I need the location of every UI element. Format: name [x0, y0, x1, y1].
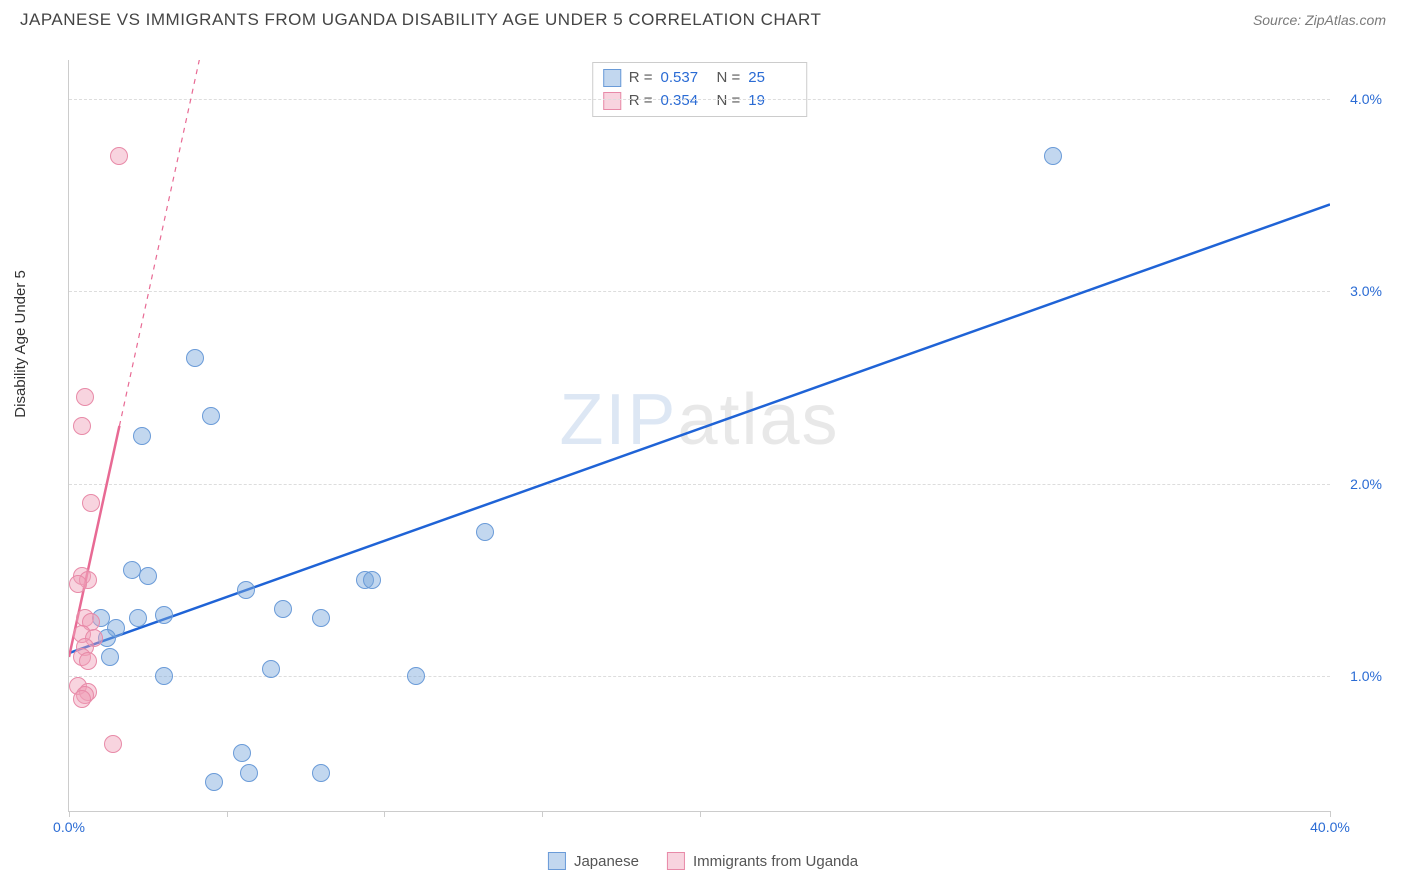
data-point: [476, 523, 494, 541]
correlation-legend: R = 0.537 N = 25 R = 0.354 N = 19: [592, 62, 808, 117]
data-point: [155, 667, 173, 685]
x-tick-mark: [384, 811, 385, 817]
legend-swatch: [548, 852, 566, 870]
gridline: [69, 676, 1330, 677]
n-label: N =: [717, 67, 741, 90]
trend-line-extension: [119, 60, 232, 426]
data-point: [82, 494, 100, 512]
x-tick-label: 40.0%: [1310, 819, 1350, 835]
y-tick-label: 2.0%: [1350, 476, 1382, 492]
data-point: [240, 764, 258, 782]
watermark-zip: ZIP: [559, 380, 677, 460]
legend-label: Japanese: [574, 853, 639, 870]
chart-area: Disability Age Under 5 ZIPatlas R = 0.53…: [20, 42, 1386, 882]
data-point: [407, 667, 425, 685]
legend-swatch: [667, 852, 685, 870]
chart-title: JAPANESE VS IMMIGRANTS FROM UGANDA DISAB…: [20, 10, 821, 30]
data-point: [104, 735, 122, 753]
gridline: [69, 291, 1330, 292]
data-point: [312, 764, 330, 782]
data-point: [186, 349, 204, 367]
x-tick-mark: [69, 811, 70, 817]
trend-overlay: [69, 60, 1330, 811]
x-tick-label: 0.0%: [53, 819, 85, 835]
plot-region: ZIPatlas R = 0.537 N = 25 R = 0.354 N = …: [68, 60, 1330, 812]
data-point: [155, 606, 173, 624]
series-legend: Japanese Immigrants from Uganda: [548, 852, 858, 870]
gridline: [69, 484, 1330, 485]
r-label: R =: [629, 67, 653, 90]
n-value: 19: [748, 90, 796, 113]
data-point: [76, 388, 94, 406]
r-value: 0.537: [661, 67, 709, 90]
gridline: [69, 99, 1330, 100]
r-value: 0.354: [661, 90, 709, 113]
legend-item: Japanese: [548, 852, 639, 870]
data-point: [139, 567, 157, 585]
data-point: [110, 147, 128, 165]
data-point: [363, 571, 381, 589]
correlation-row: R = 0.537 N = 25: [603, 67, 797, 90]
correlation-row: R = 0.354 N = 19: [603, 90, 797, 113]
data-point: [262, 660, 280, 678]
legend-label: Immigrants from Uganda: [693, 853, 858, 870]
data-point: [312, 609, 330, 627]
y-tick-label: 1.0%: [1350, 668, 1382, 684]
n-value: 25: [748, 67, 796, 90]
r-label: R =: [629, 90, 653, 113]
data-point: [73, 417, 91, 435]
watermark: ZIPatlas: [559, 379, 839, 461]
data-point: [274, 600, 292, 618]
x-tick-mark: [1330, 811, 1331, 817]
data-point: [133, 427, 151, 445]
data-point: [101, 648, 119, 666]
legend-swatch: [603, 69, 621, 87]
trend-line: [69, 204, 1330, 653]
data-point: [1044, 147, 1062, 165]
legend-swatch: [603, 92, 621, 110]
data-point: [129, 609, 147, 627]
chart-source: Source: ZipAtlas.com: [1253, 12, 1386, 28]
data-point: [202, 407, 220, 425]
data-point: [233, 744, 251, 762]
y-tick-label: 4.0%: [1350, 91, 1382, 107]
x-tick-mark: [542, 811, 543, 817]
y-axis-label: Disability Age Under 5: [12, 270, 29, 418]
data-point: [205, 773, 223, 791]
data-point: [73, 690, 91, 708]
watermark-atlas: atlas: [677, 380, 839, 460]
legend-item: Immigrants from Uganda: [667, 852, 858, 870]
chart-header: JAPANESE VS IMMIGRANTS FROM UGANDA DISAB…: [0, 0, 1406, 36]
x-tick-mark: [700, 811, 701, 817]
x-tick-mark: [227, 811, 228, 817]
data-point: [79, 652, 97, 670]
data-point: [237, 581, 255, 599]
data-point: [69, 575, 87, 593]
y-tick-label: 3.0%: [1350, 283, 1382, 299]
n-label: N =: [717, 90, 741, 113]
